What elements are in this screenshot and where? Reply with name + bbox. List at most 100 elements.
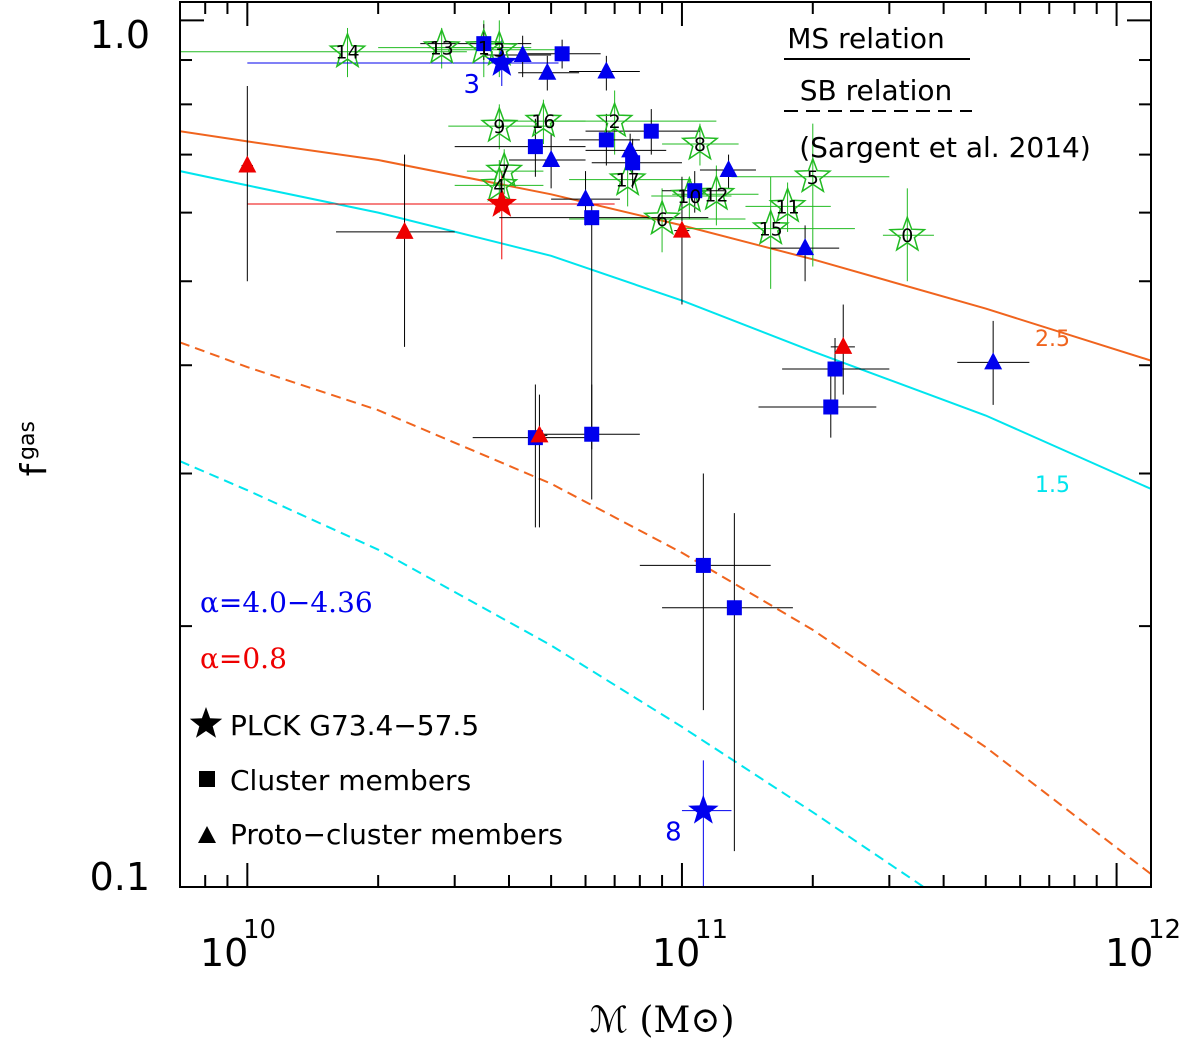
proto-triangle-13 [530, 425, 549, 443]
proto-triangle-11 [672, 220, 691, 238]
green-star-label-1: 1 [478, 38, 490, 60]
plck-star-0 [486, 47, 517, 76]
svg-text:f: f [14, 462, 55, 476]
green-star-label-11: 11 [775, 196, 799, 218]
green-star-1 [464, 27, 503, 64]
plot-frame [179, 1, 1152, 888]
green-star-label-2: 2 [609, 111, 621, 133]
proto-triangle-10 [395, 221, 414, 239]
proto-triangle-12 [834, 336, 853, 354]
green-star-label-3: 3 [493, 40, 505, 62]
svg-text:10: 10 [200, 931, 248, 975]
green-star-9 [480, 105, 519, 143]
green-star-16 [524, 101, 563, 138]
proto-triangle-0 [513, 45, 532, 63]
legend-ms-relation: MS relation [787, 22, 945, 55]
legend-label-proto: Proto−cluster members [230, 818, 563, 851]
plck-star-label-3: 3 [464, 70, 481, 100]
cluster-square-13 [726, 600, 742, 616]
green-star-6 [642, 198, 682, 236]
proto-triangle-5 [719, 159, 738, 177]
cluster-square-4 [527, 139, 543, 155]
green-star-label-7: 7 [498, 161, 510, 183]
green-star-label-17: 17 [616, 170, 640, 192]
proto-triangle-7 [796, 238, 815, 256]
green-star-label-15: 15 [759, 219, 783, 241]
cluster-square-9 [584, 426, 600, 442]
green-star-label-14: 14 [335, 42, 359, 64]
green-star-4 [480, 165, 519, 202]
alpha-blue-label: α=4.0−4.36 [200, 586, 373, 619]
proto-triangle-9 [238, 155, 257, 173]
legend-label-plck: PLCK G73.4−57.5 [230, 709, 479, 742]
proto-triangle-6 [576, 189, 595, 207]
legend-reference: (Sargent et al. 2014) [799, 131, 1091, 164]
proto-triangle-4 [542, 150, 561, 168]
alpha-red-label: α=0.8 [200, 642, 287, 675]
relation-curve-3 [181, 460, 925, 886]
axis-ticks [179, 2, 1151, 888]
green-star-label-5: 5 [807, 167, 819, 189]
cluster-square-10 [827, 361, 843, 377]
green-star-17 [608, 159, 647, 196]
xtick-label-1e12: 10 12 [1105, 915, 1181, 975]
svg-text:10: 10 [243, 915, 276, 945]
svg-text:10: 10 [1105, 931, 1153, 975]
cluster-square-1 [554, 46, 570, 62]
green-star-2 [595, 101, 634, 138]
relation-curves [181, 130, 1150, 886]
legend-sb-relation: SB relation [800, 74, 953, 107]
proto-triangle-2 [597, 61, 616, 79]
green-star-label-8: 8 [694, 134, 706, 156]
y-axis-label: f gas [14, 421, 55, 476]
green-star-5 [793, 156, 832, 194]
cluster-square-3 [598, 132, 614, 148]
ytick-label-1: 1.0 [90, 13, 150, 57]
svg-text:11: 11 [695, 915, 728, 945]
green-star-7 [485, 150, 524, 188]
proto-triangle-1 [538, 62, 557, 80]
data-markers [238, 27, 1003, 824]
green-star-label-16: 16 [531, 111, 555, 133]
plck-star-2 [688, 794, 719, 824]
cluster-square-7 [584, 210, 600, 226]
svg-text:10: 10 [652, 931, 700, 975]
relation-curve-0 [181, 130, 1150, 362]
green-star-12 [697, 174, 736, 211]
green-star-14 [328, 31, 367, 69]
green-star-label-9: 9 [493, 116, 505, 138]
relation-curve-2 [181, 341, 1150, 875]
plck-star-1 [486, 187, 517, 217]
green-star-0 [888, 215, 927, 252]
green-star-11 [768, 186, 807, 223]
green-star-label-10: 10 [677, 186, 701, 208]
plck-star-label-8: 8 [665, 818, 682, 848]
xtick-label-1e10: 10 10 [200, 915, 276, 975]
green-star-label-4: 4 [493, 175, 505, 197]
cluster-square-2 [643, 123, 659, 139]
proto-triangle-8 [984, 352, 1003, 370]
ytick-label-0: 0.1 [90, 855, 150, 899]
xtick-label-1e11: 10 11 [652, 915, 728, 975]
green-star-8 [680, 123, 720, 161]
green-star-13 [422, 27, 461, 64]
cluster-square-0 [476, 36, 492, 52]
green-star-label-0: 0 [901, 225, 913, 247]
legend-triangle-icon [198, 826, 216, 843]
legend-label-cluster: Cluster members [230, 764, 471, 797]
cluster-square-12 [695, 557, 711, 573]
relation-curve-1 [181, 170, 1150, 490]
x-axis-label: ℳ (M⊙) [589, 1000, 734, 1041]
cluster-square-6 [687, 183, 703, 199]
curve-label-2-5: 2.5 [1035, 327, 1070, 352]
curve-label-1-5: 1.5 [1035, 473, 1070, 498]
svg-text:gas: gas [15, 421, 40, 460]
legend-square-icon [199, 771, 215, 787]
green-star-label-6: 6 [656, 209, 668, 231]
green-star-label-12: 12 [704, 184, 728, 206]
svg-text:12: 12 [1148, 915, 1181, 945]
cluster-square-11 [823, 399, 839, 415]
proto-triangle-3 [621, 140, 640, 158]
